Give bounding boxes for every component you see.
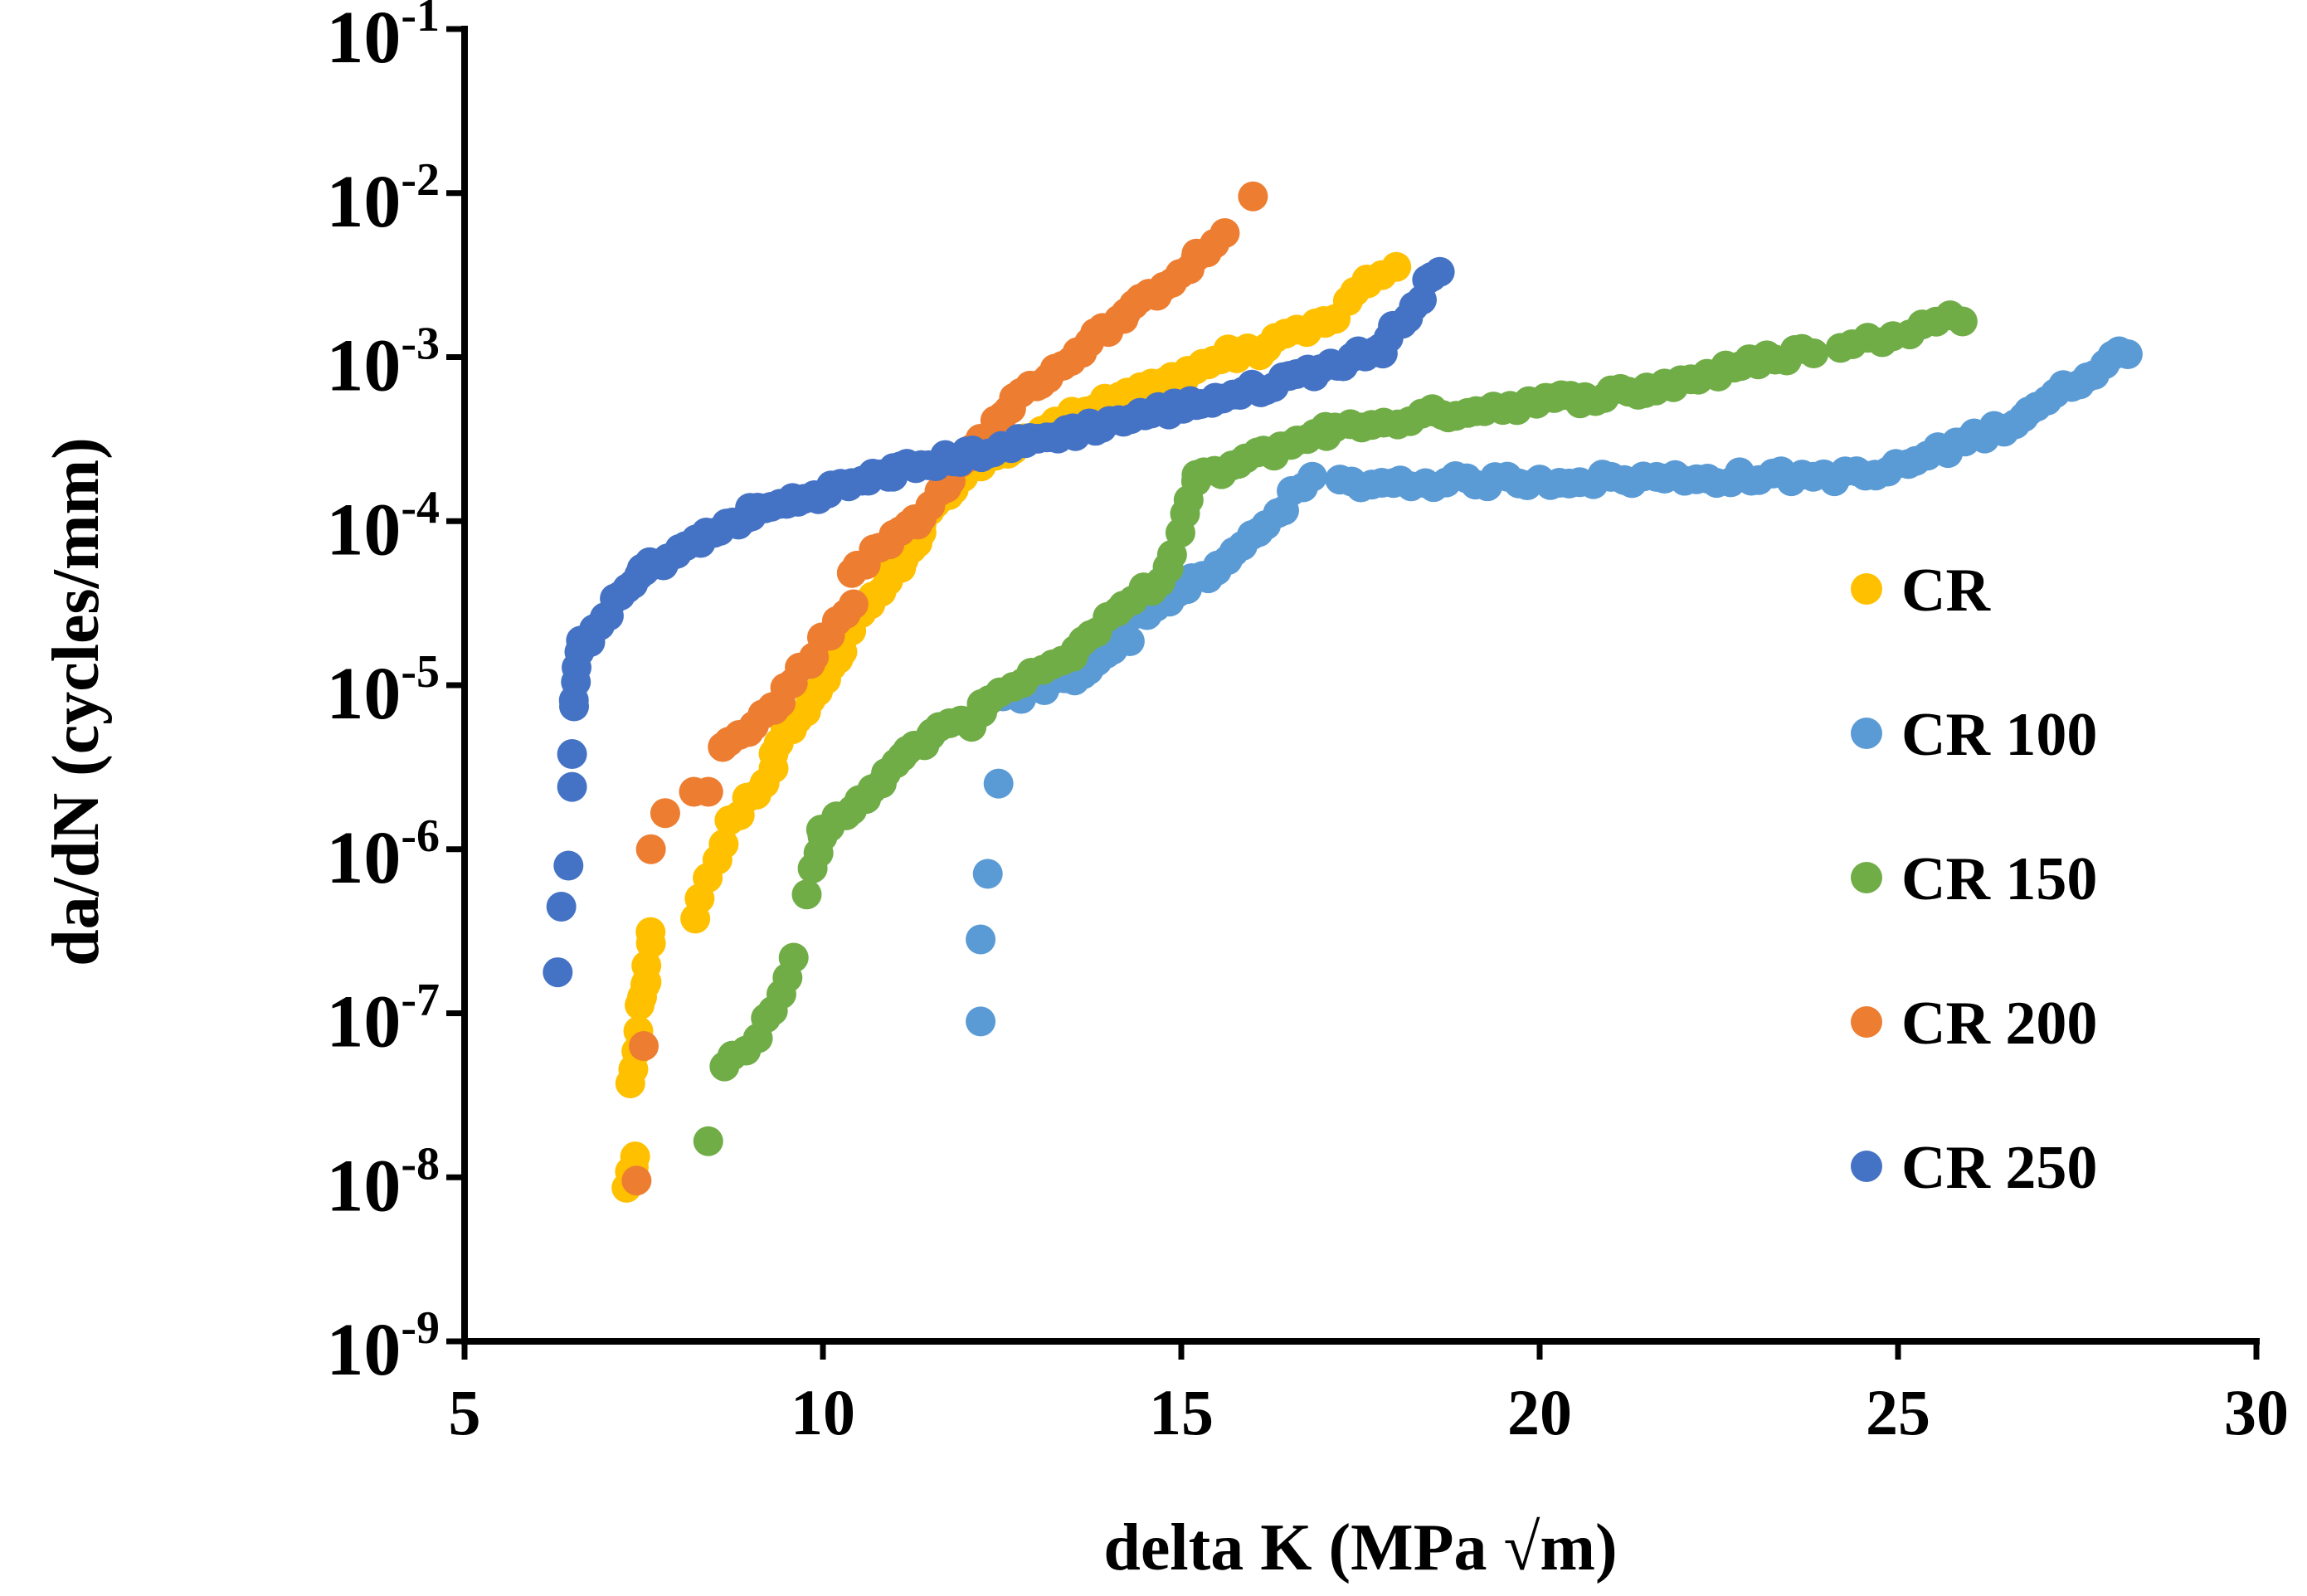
y-tick-base: 10 <box>326 817 401 899</box>
data-point <box>650 798 680 829</box>
y-tick-exponent: -6 <box>401 810 440 862</box>
legend-item: CR 200 <box>1851 990 2097 1058</box>
y-tick-exponent: -3 <box>401 319 440 370</box>
legend-marker <box>1851 1151 1882 1182</box>
y-tick-label: 10-6 <box>326 810 440 899</box>
y-tick-label: 10-4 <box>326 482 440 571</box>
y-tick-exponent: -1 <box>401 0 440 41</box>
y-tick-label: 10-8 <box>326 1138 440 1227</box>
legend-label: CR <box>1901 557 1991 625</box>
data-point <box>635 917 666 947</box>
legend-item: CR <box>1851 557 1991 625</box>
series-cr-250 <box>543 256 1455 988</box>
y-tick-exponent: -4 <box>401 482 440 533</box>
data-point <box>693 1126 723 1156</box>
y-tick-base: 10 <box>326 1309 401 1391</box>
data-point <box>629 1031 659 1062</box>
data-point <box>1297 461 1327 492</box>
x-tick-label: 10 <box>791 1376 855 1448</box>
data-point <box>1798 338 1829 368</box>
legend-label: CR 250 <box>1901 1134 2097 1202</box>
y-tick-label: 10-7 <box>326 975 440 1063</box>
legend-label: CR 100 <box>1901 701 2097 769</box>
data-point <box>1381 251 1412 282</box>
legend-item: CR 250 <box>1851 1134 2097 1202</box>
data-point <box>966 1006 996 1037</box>
data-point <box>620 1141 650 1172</box>
data-point <box>557 771 587 802</box>
y-tick-label: 10-9 <box>326 1302 440 1391</box>
y-tick-label: 10-5 <box>326 646 440 735</box>
data-point <box>1114 626 1145 657</box>
data-point <box>553 850 584 881</box>
x-tick-label: 20 <box>1507 1376 1572 1448</box>
y-tick-label: 10-3 <box>326 319 440 407</box>
legend-marker <box>1851 718 1882 749</box>
y-tick-base: 10 <box>326 981 401 1063</box>
x-axis-title: delta K (MPa √m) <box>1103 1511 1617 1584</box>
data-point <box>631 950 662 980</box>
data-point <box>1238 181 1268 212</box>
legend-item: CR 150 <box>1851 845 2097 913</box>
data-point <box>557 739 587 770</box>
y-tick-exponent: -7 <box>401 975 440 1026</box>
y-tick-base: 10 <box>326 653 401 735</box>
y-tick-base: 10 <box>326 325 401 407</box>
y-axis-ticks: 10-110-210-310-410-510-610-710-810-9 <box>326 0 465 1391</box>
x-tick-label: 5 <box>449 1376 481 1448</box>
data-point <box>778 942 809 973</box>
x-axis-ticks: 5 10 15 20 25 30 <box>449 1341 2289 1448</box>
data-point <box>693 776 723 807</box>
data-point <box>621 1165 652 1196</box>
y-tick-label: 10-1 <box>326 0 440 79</box>
x-tick-label: 25 <box>1866 1376 1930 1448</box>
x-tick-label: 30 <box>2224 1376 2289 1448</box>
data-point <box>1947 306 1978 337</box>
data-point <box>543 957 573 988</box>
y-tick-exponent: -9 <box>401 1302 440 1354</box>
data-points-layer <box>543 181 2143 1203</box>
y-axis-title: da/dN (cycles/mm) <box>40 437 113 966</box>
legend-item: CR 100 <box>1851 701 2097 769</box>
data-point <box>2112 338 2143 369</box>
y-tick-base: 10 <box>326 161 401 243</box>
y-tick-exponent: -2 <box>401 154 440 206</box>
data-point <box>966 924 996 955</box>
data-point <box>635 834 666 864</box>
legend-marker <box>1851 862 1882 893</box>
y-tick-exponent: -8 <box>401 1138 440 1190</box>
data-point <box>972 859 1003 889</box>
y-tick-base: 10 <box>326 489 401 571</box>
y-tick-label: 10-2 <box>326 154 440 243</box>
data-point <box>546 891 577 922</box>
data-point <box>983 768 1014 799</box>
legend-label: CR 200 <box>1901 990 2097 1058</box>
x-tick-label: 15 <box>1149 1376 1214 1448</box>
legend-marker <box>1851 573 1882 605</box>
data-point <box>1209 218 1240 249</box>
legend-label: CR 150 <box>1901 845 2097 913</box>
y-tick-exponent: -5 <box>401 646 440 698</box>
legend-marker <box>1851 1006 1882 1038</box>
series-cr-150 <box>693 300 1978 1156</box>
data-point <box>791 879 822 910</box>
data-point <box>838 589 869 620</box>
data-point <box>708 829 739 859</box>
y-tick-base: 10 <box>326 0 401 79</box>
data-point <box>1424 256 1455 287</box>
legend: CR CR 100 CR 150 CR 200 CR 250 <box>1851 557 2097 1202</box>
y-tick-base: 10 <box>326 1145 401 1227</box>
